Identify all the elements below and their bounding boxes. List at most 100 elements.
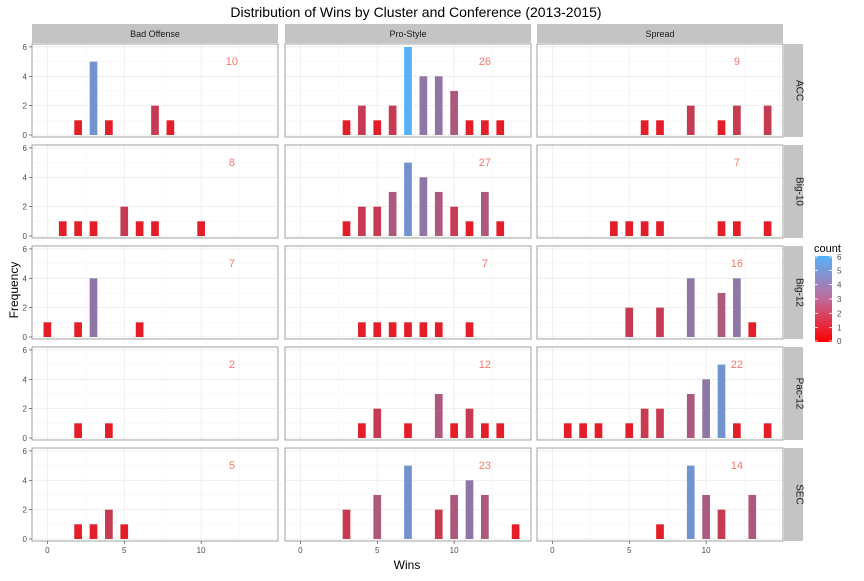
x-tick-label: 5 [122,546,127,555]
histogram-bar [656,408,664,438]
column-strip [285,24,531,43]
histogram-bar [388,105,397,135]
histogram-bar [733,221,741,236]
panel-count-label: 7 [229,258,235,270]
histogram-bar [625,307,634,337]
x-tick-label: 0 [45,546,50,555]
histogram-bar [686,278,695,337]
y-tick-label: 2 [23,304,28,313]
panel-count-label: 16 [731,258,743,270]
histogram-bar [465,221,474,236]
histogram-bar [358,105,366,135]
histogram-bar [717,221,726,236]
row-strip-label: SEC [794,484,805,505]
histogram-bar [89,221,98,236]
facet-panel: 10 [31,43,279,138]
legend-tick-label: 4 [837,281,842,290]
histogram-bar [481,423,489,438]
histogram-bar [120,524,129,539]
histogram-bar [656,307,664,337]
y-tick-label: 2 [23,506,28,515]
y-tick-label: 4 [23,476,28,485]
panel-count-label: 23 [479,460,491,472]
legend-tick-label: 3 [837,295,842,304]
histogram-bar [763,423,772,438]
y-tick-label: 0 [23,131,28,140]
row-strip-label: Big-12 [794,278,805,307]
histogram-bar [496,221,505,236]
histogram-bar [465,480,474,539]
legend-tick-label: 1 [837,324,842,333]
row-strip-label: Big-10 [794,177,805,206]
facet-panel: 7 [284,245,532,340]
panel-count-label: 27 [479,157,491,169]
panel-border [536,245,784,340]
panel-background [32,448,278,541]
histogram-bar [404,46,412,135]
facet-panel: 27 [284,144,532,239]
chart-title: Distribution of Wins by Cluster and Conf… [230,4,601,20]
histogram-bar [763,221,772,236]
histogram-bar [625,423,634,438]
y-tick-label: 2 [23,102,28,111]
facet-panel: 8 [31,144,279,239]
column-strip-label: Spread [645,29,674,39]
histogram-bar [58,221,67,236]
y-tick-label: 6 [23,43,28,52]
y-tick-label: 4 [23,173,28,182]
y-tick-label: 6 [23,245,28,254]
x-tick-label: 5 [375,546,380,555]
histogram-bar [43,322,52,337]
panel-border [31,245,279,340]
panel-border [31,447,279,542]
histogram-bar [434,191,443,236]
histogram-bar [388,322,397,337]
color-legend: count 6 5 4 3 2 1 0 [814,243,842,346]
histogram-bar [450,423,458,438]
column-strip-label: Pro-Style [389,29,426,39]
histogram-bar [404,465,412,539]
histogram-bar [151,221,159,236]
panel-count-label: 7 [482,258,488,270]
panel-border [31,346,279,441]
x-tick-label: 10 [197,546,206,555]
facet-panel: 7 [536,144,784,239]
histogram-bar [686,465,695,539]
y-tick-label: 2 [23,203,28,212]
histogram-bar [434,509,443,539]
histogram-bar [434,322,443,337]
histogram-bar [74,221,82,236]
histogram-bar [686,393,695,438]
facet-panel: 7 [31,245,279,340]
histogram-bar [450,206,458,236]
y-tick-label: 0 [23,232,28,241]
histogram-bar [717,120,726,135]
facet-panel: 14 [536,447,784,542]
histogram-bar [74,524,82,539]
panel-border [284,346,532,441]
panel-border [536,346,784,441]
histogram-bar [388,191,397,236]
histogram-bar [702,494,710,539]
histogram-bar [74,322,82,337]
histogram-bar [748,494,757,539]
histogram-bar [733,423,741,438]
legend-tick-label: 5 [837,266,842,275]
legend-colorbar [815,256,832,342]
histogram-bar [358,423,366,438]
histogram-bar [373,408,382,438]
histogram-bar [434,393,443,438]
histogram-bar [105,120,113,135]
histogram-bar [686,105,695,135]
histogram-bar [481,191,489,236]
histogram-bar [342,509,351,539]
y-tick-label: 4 [23,274,28,283]
histogram-bar [450,494,458,539]
panel-count-label: 22 [731,359,743,371]
row-strip [784,145,803,238]
histogram-bar [105,423,113,438]
histogram-bar [358,322,366,337]
x-tick-label: 10 [702,546,711,555]
row-strip [784,44,803,137]
panel-count-label: 2 [229,359,235,371]
